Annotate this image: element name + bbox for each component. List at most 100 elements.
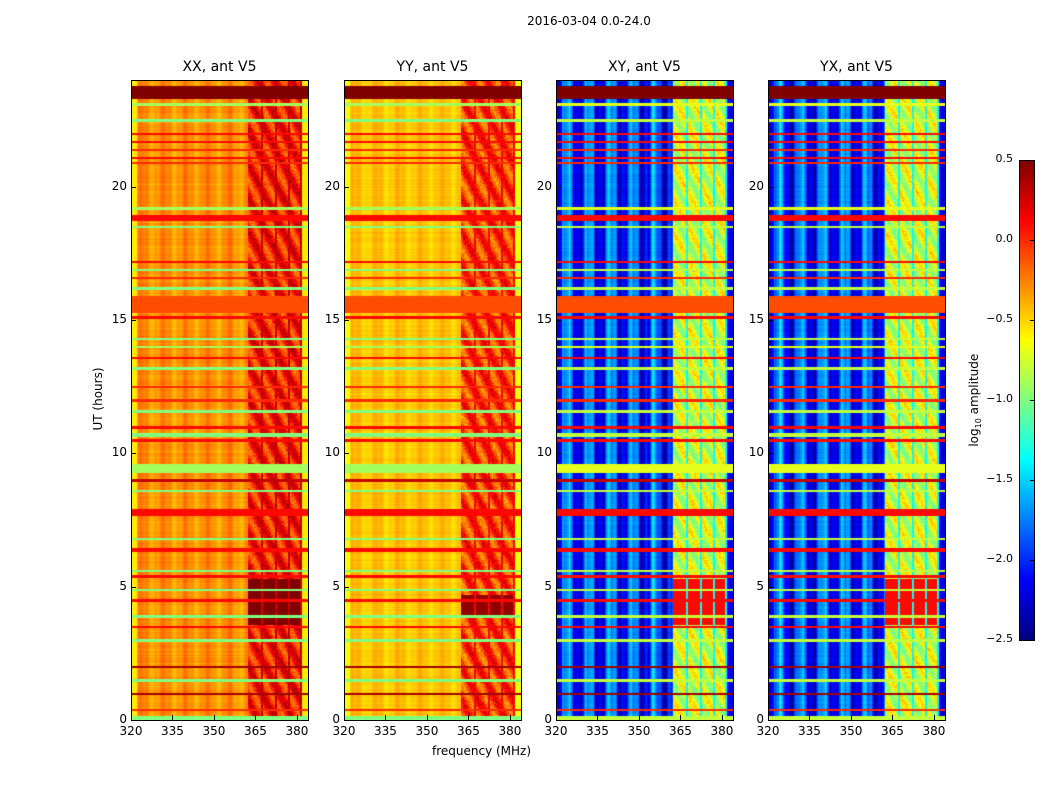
y-tick-mark: [131, 720, 136, 721]
y-tick-mark: [556, 186, 561, 188]
x-tick-label: 320: [332, 724, 356, 738]
panel-title: YY, ant V5: [396, 59, 469, 75]
colorbar-tick-label: 0.0: [995, 232, 1014, 245]
y-tick-mark: [556, 586, 561, 588]
x-tick-label: 365: [881, 724, 904, 738]
y-tick-mark: [344, 720, 349, 721]
colorbar-tick-label: −0.5: [986, 312, 1013, 325]
y-tick-label: 0: [332, 712, 340, 726]
y-tick-mark: [344, 320, 349, 321]
x-tick-mark: [850, 715, 852, 720]
y-tick-mark: [131, 586, 136, 588]
y-tick-mark: [131, 453, 136, 455]
y-tick-mark: [768, 186, 773, 188]
x-tick-label: 335: [586, 724, 609, 738]
x-tick-label: 335: [798, 724, 821, 738]
colorbar-tick-mark: [1030, 160, 1034, 161]
x-tick-mark: [385, 715, 387, 720]
x-tick-mark: [680, 715, 682, 720]
y-tick-mark: [344, 453, 349, 455]
x-tick-mark: [255, 715, 257, 720]
colorbar-tick-label: −1.0: [986, 392, 1013, 405]
y-tick-label: 10: [536, 445, 552, 460]
y-tick-mark: [556, 720, 561, 721]
x-tick-mark: [172, 715, 174, 720]
x-tick-label: 320: [756, 724, 780, 738]
x-tick-mark: [721, 715, 723, 720]
y-tick-mark: [131, 320, 136, 321]
colorbar-tick-label: −1.5: [986, 472, 1013, 485]
y-tick-mark: [768, 320, 773, 321]
heatmap-xx: [131, 80, 308, 720]
x-tick-label: 365: [457, 724, 480, 738]
x-tick-mark: [509, 715, 511, 720]
colorbar-tick-mark: [1030, 640, 1034, 641]
figure-title: 2016-03-04 0.0-24.0: [527, 14, 651, 28]
y-tick-label: 15: [324, 312, 340, 326]
y-tick-label: 10: [111, 445, 127, 460]
x-tick-mark: [296, 715, 298, 720]
x-tick-label: 335: [374, 724, 397, 738]
x-tick-label: 365: [669, 724, 692, 738]
heatmap-yx: [768, 80, 945, 720]
y-tick-mark: [768, 720, 773, 721]
x-tick-mark: [213, 715, 215, 720]
colorbar-tick-label: 0.5: [995, 152, 1014, 165]
x-tick-mark: [344, 715, 345, 720]
x-axis-label: frequency (MHz): [432, 744, 532, 758]
x-tick-label: 320: [544, 724, 568, 738]
x-tick-label: 380: [710, 724, 734, 738]
x-tick-mark: [426, 715, 428, 720]
panel-title: XY, ant V5: [608, 59, 681, 75]
colorbar: [1019, 160, 1034, 640]
heatmap-xy: [556, 80, 733, 720]
x-tick-mark: [809, 715, 811, 720]
x-tick-mark: [892, 715, 894, 720]
y-tick-label: 10: [748, 445, 764, 460]
y-tick-label: 5: [332, 578, 340, 593]
y-tick-label: 0: [119, 712, 127, 726]
y-tick-mark: [768, 586, 773, 588]
colorbar-tick-mark: [1030, 480, 1034, 481]
x-tick-label: 380: [285, 724, 309, 738]
x-tick-label: 350: [839, 724, 863, 738]
heatmap-yy: [344, 80, 521, 720]
x-tick-mark: [131, 715, 132, 720]
y-tick-label: 20: [324, 178, 340, 193]
y-tick-label: 15: [111, 312, 127, 326]
x-tick-label: 350: [627, 724, 651, 738]
y-tick-label: 0: [756, 712, 764, 726]
colorbar-tick-label: −2.5: [986, 632, 1013, 645]
colorbar-tick-mark: [1030, 320, 1034, 321]
x-tick-label: 320: [119, 724, 143, 738]
x-tick-mark: [556, 715, 557, 720]
y-tick-label: 5: [119, 578, 127, 593]
colorbar-tick-mark: [1030, 240, 1034, 241]
y-tick-mark: [344, 586, 349, 588]
x-tick-mark: [468, 715, 470, 720]
x-tick-label: 350: [202, 724, 226, 738]
y-tick-label: 20: [111, 178, 127, 193]
x-tick-label: 335: [161, 724, 184, 738]
y-tick-label: 15: [536, 312, 552, 326]
y-tick-label: 20: [748, 178, 764, 193]
y-tick-label: 10: [324, 445, 340, 460]
colorbar-tick-label: −2.0: [986, 552, 1013, 565]
y-tick-label: 0: [544, 712, 552, 726]
x-tick-label: 380: [498, 724, 522, 738]
x-tick-mark: [597, 715, 599, 720]
y-tick-label: 15: [748, 312, 764, 326]
x-tick-label: 350: [415, 724, 439, 738]
x-tick-label: 365: [244, 724, 267, 738]
x-tick-mark: [768, 715, 769, 720]
x-tick-label: 380: [922, 724, 946, 738]
y-axis-label: UT (hours): [91, 367, 105, 431]
x-tick-mark: [933, 715, 935, 720]
y-tick-label: 5: [756, 578, 764, 593]
y-tick-mark: [556, 453, 561, 455]
colorbar-tick-mark: [1030, 400, 1034, 401]
y-tick-mark: [131, 186, 136, 188]
colorbar-label: log10 amplitude: [966, 353, 984, 447]
y-tick-mark: [556, 320, 561, 321]
